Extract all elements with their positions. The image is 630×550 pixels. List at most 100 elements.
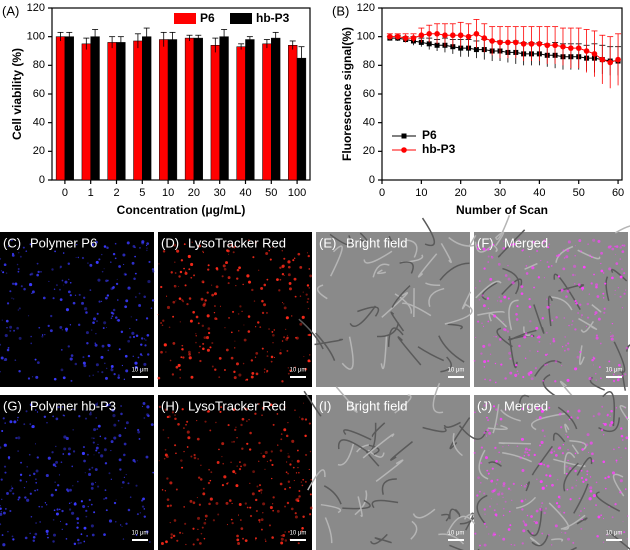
fluorescent-spot xyxy=(271,536,274,539)
fluorescent-spot xyxy=(578,497,581,500)
x-tick-label: 10 xyxy=(162,187,174,199)
fluorescent-spot xyxy=(195,333,197,335)
fluorescent-spot xyxy=(298,490,301,492)
fluorescent-spot xyxy=(561,345,564,348)
fluorescent-spot xyxy=(244,539,248,543)
fluorescent-spot xyxy=(199,542,202,545)
fluorescent-spot xyxy=(146,353,150,356)
fluorescent-spot xyxy=(304,418,308,421)
fluorescent-spot xyxy=(542,379,545,382)
fluorescent-spot xyxy=(83,296,86,299)
y-tick-label: 0 xyxy=(39,174,45,186)
fluorescent-spot xyxy=(99,435,102,438)
fluorescent-spot xyxy=(13,298,15,300)
cell-texture xyxy=(390,441,413,461)
fluorescent-spot xyxy=(134,272,137,275)
fluorescent-spot xyxy=(545,485,548,487)
fluorescent-spot xyxy=(261,347,264,350)
fluorescent-spot xyxy=(528,448,531,452)
cell-texture xyxy=(390,311,405,332)
fluorescent-spot xyxy=(625,436,629,440)
fluorescent-spot xyxy=(196,419,198,422)
fluorescent-spot xyxy=(200,297,204,301)
fluorescent-spot xyxy=(62,252,65,254)
fluorescent-spot xyxy=(73,542,77,546)
fluorescent-spot xyxy=(18,496,21,499)
fluorescent-spot xyxy=(529,371,533,375)
fluorescent-spot xyxy=(16,263,19,266)
fluorescent-spot xyxy=(260,528,263,531)
fluorescent-spot xyxy=(173,243,177,247)
fluorescent-spot xyxy=(614,289,616,292)
fluorescent-spot xyxy=(504,500,507,503)
fluorescent-spot xyxy=(299,416,301,418)
fluorescent-spot xyxy=(509,371,513,375)
fluorescent-spot xyxy=(82,445,86,449)
fluorescent-spot xyxy=(484,378,486,381)
fluorescent-spot xyxy=(115,316,118,319)
fluorescent-spot xyxy=(104,496,108,500)
fluorescent-spot xyxy=(161,324,164,327)
fluorescent-spot xyxy=(226,249,230,253)
fluorescent-spot xyxy=(255,537,257,540)
fluorescent-spot xyxy=(612,373,615,376)
fluorescent-spot xyxy=(531,532,533,535)
micrograph xyxy=(303,382,493,550)
fluorescent-spot xyxy=(192,310,195,314)
fluorescent-spot xyxy=(561,452,564,455)
fluorescent-spot xyxy=(59,265,62,268)
fluorescent-spot xyxy=(480,352,483,355)
fluorescent-spot xyxy=(624,447,627,450)
fluorescent-spot xyxy=(299,322,303,326)
fluorescent-spot xyxy=(286,501,290,505)
fluorescent-spot xyxy=(507,528,511,531)
fluorescent-spot xyxy=(214,305,216,307)
cell-texture xyxy=(362,433,395,459)
cell-texture xyxy=(495,215,511,240)
fluorescent-spot xyxy=(105,509,108,512)
fluorescent-spot xyxy=(587,451,590,453)
fluorescent-spot xyxy=(141,241,145,245)
fluorescent-spot xyxy=(261,299,264,303)
fluorescent-spot xyxy=(94,468,98,471)
marker xyxy=(599,56,606,63)
fluorescent-spot xyxy=(604,476,607,480)
fluorescent-spot xyxy=(207,331,211,335)
fluorescent-spot xyxy=(603,311,606,314)
fluorescent-spot xyxy=(258,484,262,487)
fluorescent-spot xyxy=(104,376,108,380)
fluorescent-spot xyxy=(39,521,41,523)
fluorescent-spot xyxy=(151,268,155,271)
fluorescent-spot xyxy=(541,486,545,490)
fluorescent-spot xyxy=(216,461,220,464)
fluorescent-spot xyxy=(6,326,8,329)
fluorescent-spot xyxy=(203,521,207,525)
fluorescent-spot xyxy=(170,271,173,274)
fluorescent-spot xyxy=(207,410,210,413)
fluorescent-spot xyxy=(571,273,575,277)
fluorescent-spot xyxy=(123,476,125,478)
fluorescent-spot xyxy=(123,378,126,381)
fluorescent-spot xyxy=(529,320,532,323)
legend-swatch xyxy=(230,13,252,24)
fluorescent-spot xyxy=(477,476,480,480)
fluorescent-spot xyxy=(202,347,205,351)
marker xyxy=(607,59,613,66)
panel-letter: (H) xyxy=(161,398,179,413)
fluorescent-spot xyxy=(86,341,89,345)
fluorescent-spot xyxy=(184,284,187,287)
fluorescent-spot xyxy=(117,374,120,377)
fluorescent-spot xyxy=(134,361,138,365)
fluorescent-spot xyxy=(280,438,283,441)
fluorescent-spot xyxy=(106,246,109,249)
fluorescent-spot xyxy=(610,421,614,425)
fluorescent-spot xyxy=(44,334,46,336)
fluorescent-spot xyxy=(617,287,619,289)
fluorescent-spot xyxy=(513,544,516,547)
fluorescent-spot xyxy=(240,527,244,530)
fluorescent-spot xyxy=(197,458,199,460)
fluorescent-spot xyxy=(1,498,3,500)
fluorescent-spot xyxy=(566,289,570,293)
micrograph xyxy=(446,391,630,550)
fluorescent-spot xyxy=(52,519,55,521)
